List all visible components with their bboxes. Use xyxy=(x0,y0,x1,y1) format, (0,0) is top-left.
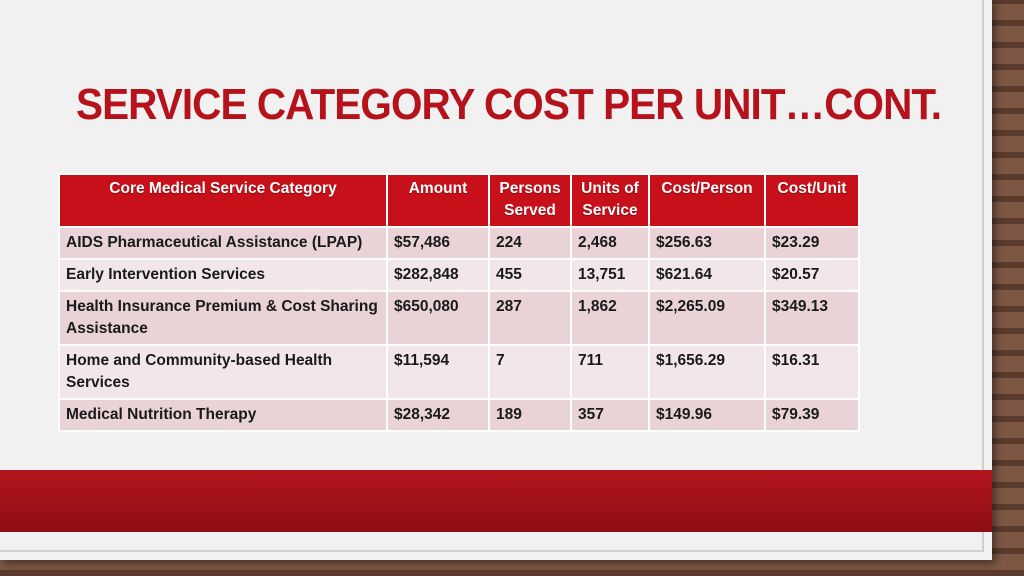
table-row: Home and Community-based Health Services… xyxy=(58,344,860,400)
cell-amount: $57,486 xyxy=(386,226,490,260)
table-row: Medical Nutrition Therapy $28,342 189 35… xyxy=(58,398,860,432)
cell-amount: $11,594 xyxy=(386,344,490,400)
header-cost-per-person: Cost/Person xyxy=(648,173,766,228)
table-header-row: Core Medical Service Category Amount Per… xyxy=(58,173,860,228)
cell-persons-served: 455 xyxy=(488,258,572,292)
cell-cost-per-unit: $349.13 xyxy=(764,290,860,346)
cell-persons-served: 7 xyxy=(488,344,572,400)
cell-cost-per-unit: $79.39 xyxy=(764,398,860,432)
cell-units-of-service: 711 xyxy=(570,344,650,400)
cell-units-of-service: 2,468 xyxy=(570,226,650,260)
header-amount: Amount xyxy=(386,173,490,228)
header-cost-per-unit: Cost/Unit xyxy=(764,173,860,228)
cell-persons-served: 287 xyxy=(488,290,572,346)
cell-persons-served: 224 xyxy=(488,226,572,260)
header-category: Core Medical Service Category xyxy=(58,173,388,228)
cell-category: AIDS Pharmaceutical Assistance (LPAP) xyxy=(58,226,388,260)
header-units-of-service: Units of Service xyxy=(570,173,650,228)
cell-cost-per-person: $1,656.29 xyxy=(648,344,766,400)
table-row: Health Insurance Premium & Cost Sharing … xyxy=(58,290,860,346)
cell-cost-per-person: $149.96 xyxy=(648,398,766,432)
cell-amount: $282,848 xyxy=(386,258,490,292)
header-persons-served: Persons Served xyxy=(488,173,572,228)
cell-amount: $650,080 xyxy=(386,290,490,346)
cell-units-of-service: 1,862 xyxy=(570,290,650,346)
cell-units-of-service: 13,751 xyxy=(570,258,650,292)
cell-units-of-service: 357 xyxy=(570,398,650,432)
cell-category: Home and Community-based Health Services xyxy=(58,344,388,400)
cost-table: Core Medical Service Category Amount Per… xyxy=(58,173,860,432)
cell-cost-per-unit: $20.57 xyxy=(764,258,860,292)
footer-band xyxy=(0,470,992,532)
cell-category: Medical Nutrition Therapy xyxy=(58,398,388,432)
cell-cost-per-unit: $23.29 xyxy=(764,226,860,260)
cell-persons-served: 189 xyxy=(488,398,572,432)
cell-cost-per-unit: $16.31 xyxy=(764,344,860,400)
slide-title: SERVICE CATEGORY COST PER UNIT…CONT. xyxy=(76,80,942,129)
cell-category: Health Insurance Premium & Cost Sharing … xyxy=(58,290,388,346)
table-row: Early Intervention Services $282,848 455… xyxy=(58,258,860,292)
cell-cost-per-person: $2,265.09 xyxy=(648,290,766,346)
table-row: AIDS Pharmaceutical Assistance (LPAP) $5… xyxy=(58,226,860,260)
slide: SERVICE CATEGORY COST PER UNIT…CONT. Cor… xyxy=(0,0,992,560)
cell-cost-per-person: $621.64 xyxy=(648,258,766,292)
cell-category: Early Intervention Services xyxy=(58,258,388,292)
cell-cost-per-person: $256.63 xyxy=(648,226,766,260)
cell-amount: $28,342 xyxy=(386,398,490,432)
